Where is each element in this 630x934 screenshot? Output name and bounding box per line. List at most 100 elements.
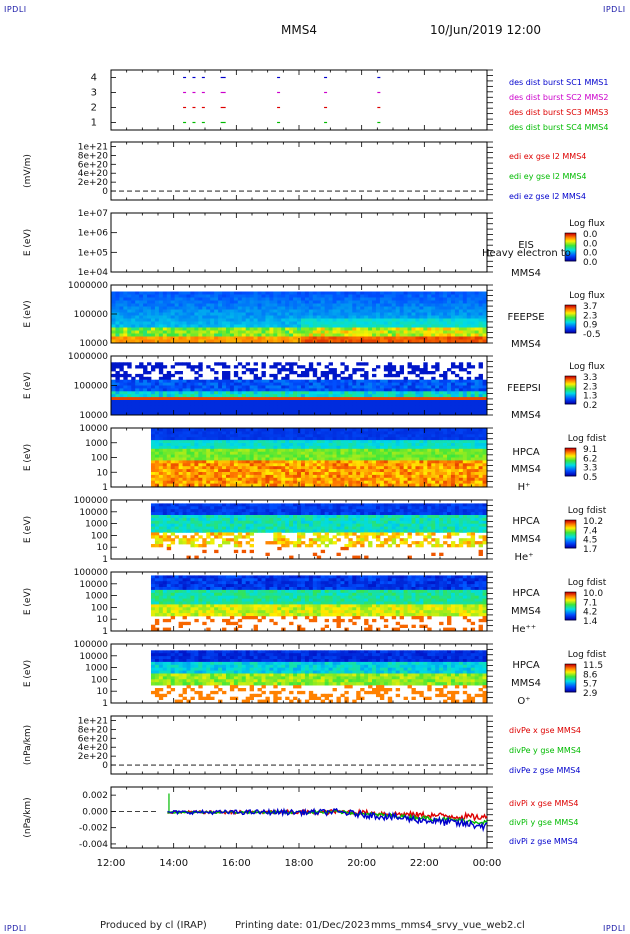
hpca-h-cell (447, 440, 452, 444)
hpca-h-cell (332, 460, 337, 464)
feepse-cell (328, 336, 333, 340)
hpca-h-cell (454, 437, 460, 441)
feepse-cell (458, 297, 464, 301)
feepse-cell (285, 327, 290, 331)
hpca-h-cell (293, 454, 298, 458)
feepsi-cell (178, 385, 183, 389)
hpca-h-cell (198, 443, 203, 447)
feepse-cell (372, 306, 377, 310)
hpca-h-cell (300, 431, 306, 435)
feepse-cell (454, 309, 460, 313)
feepse-cell (368, 297, 373, 301)
feepse-cell (182, 327, 187, 331)
feepse-cell (466, 309, 472, 313)
feepsi-cell (245, 408, 251, 412)
burst-legend: des dist burst SC3 MMS3 (509, 108, 608, 117)
feepse-cell (131, 297, 136, 301)
feepse-cell (300, 336, 306, 340)
feepse-cell (206, 312, 211, 316)
feepse-cell (229, 306, 235, 310)
hpca-h-cell (395, 445, 401, 450)
feepse-cell (431, 315, 436, 319)
hpca-h-cell (277, 466, 282, 470)
hpca-h-cell (265, 469, 270, 473)
hpca-h-cell (344, 451, 349, 455)
feepsi-cell (427, 391, 432, 395)
feepse-cell (115, 309, 120, 313)
feepsi-cell (300, 411, 306, 415)
feepse-cell (281, 327, 286, 331)
hpca-h-cell (419, 463, 424, 467)
feepsi-cell (265, 405, 270, 410)
hpca-h-cell (320, 448, 326, 453)
feepse-cell (170, 330, 176, 334)
hpca-h-cell (340, 451, 345, 455)
feepse-cell (458, 324, 464, 328)
feepsi-cell (478, 402, 483, 407)
feepse-cell (320, 324, 326, 328)
feepse-cell (332, 297, 337, 301)
feepse-cell (308, 330, 314, 334)
feepse-cell (419, 339, 424, 343)
feepse-cell (127, 312, 132, 316)
hpca-h-cell (293, 457, 298, 461)
hpca-h-cell (458, 437, 464, 441)
feepsi-cell (123, 402, 128, 407)
feepse-cell (174, 324, 180, 328)
feepse-cell (194, 318, 199, 322)
feepsi-cell (340, 362, 345, 366)
feepsi-cell (150, 365, 156, 369)
feepse-cell (202, 327, 207, 331)
feepse-cell (320, 291, 326, 295)
hpca-h-cell (328, 440, 333, 444)
hpca-h-cell (360, 454, 365, 458)
hpca-h-cell (237, 428, 243, 432)
feepsi-cell (135, 411, 140, 415)
feepse-cell (190, 312, 195, 316)
feepsi-cell (470, 400, 476, 404)
feepsi-cell (111, 382, 116, 386)
hpca-h-cell (225, 445, 231, 450)
hpca-h-cell (407, 457, 412, 461)
hpca-h-cell (383, 457, 389, 461)
hpca-h-cell (364, 445, 369, 450)
feepsi-cell (399, 385, 405, 389)
feepsi-cell (273, 362, 278, 366)
feepse-cell (300, 297, 306, 301)
feepsi-cell (375, 397, 381, 401)
hpca-h-cell (269, 460, 274, 464)
feepsi-cell (222, 382, 227, 386)
feepsi-cell (470, 365, 476, 369)
feepse-cell (439, 303, 444, 307)
feepse-cell (387, 312, 393, 316)
hpca-h-cell (245, 451, 251, 455)
hpca-h-cell (229, 434, 235, 438)
feepse-cell (115, 324, 120, 328)
feepsi-cell (328, 385, 333, 389)
hpca-h-cell (273, 460, 278, 464)
feepse-cell (253, 297, 258, 301)
feepse-cell (293, 324, 298, 328)
feepse-cell (344, 306, 349, 310)
hpca-h-cell (281, 469, 286, 473)
hpca-h-cell (170, 460, 176, 464)
feepsi-cell (233, 402, 239, 407)
feepse-cell (127, 309, 132, 313)
hpca-h-cell (229, 469, 235, 473)
hpca-h-cell (297, 443, 302, 447)
feepsi-cell (403, 397, 408, 401)
feepse-cell (273, 306, 278, 310)
feepsi-cell (111, 368, 116, 372)
feepse-cell (206, 303, 211, 307)
hpca-h-cell (423, 457, 428, 461)
feepse-cell (273, 297, 278, 301)
feepse-cell (182, 312, 187, 316)
hpca-h-cell (285, 437, 290, 441)
hpca-h-cell (170, 474, 176, 479)
feepse-cell (194, 312, 199, 316)
feepsi-cell (225, 411, 231, 415)
feepsi-cell (174, 400, 180, 404)
feepse-cell (324, 321, 330, 325)
feepse-cell (150, 303, 156, 307)
hpca-h-cell (308, 451, 314, 455)
